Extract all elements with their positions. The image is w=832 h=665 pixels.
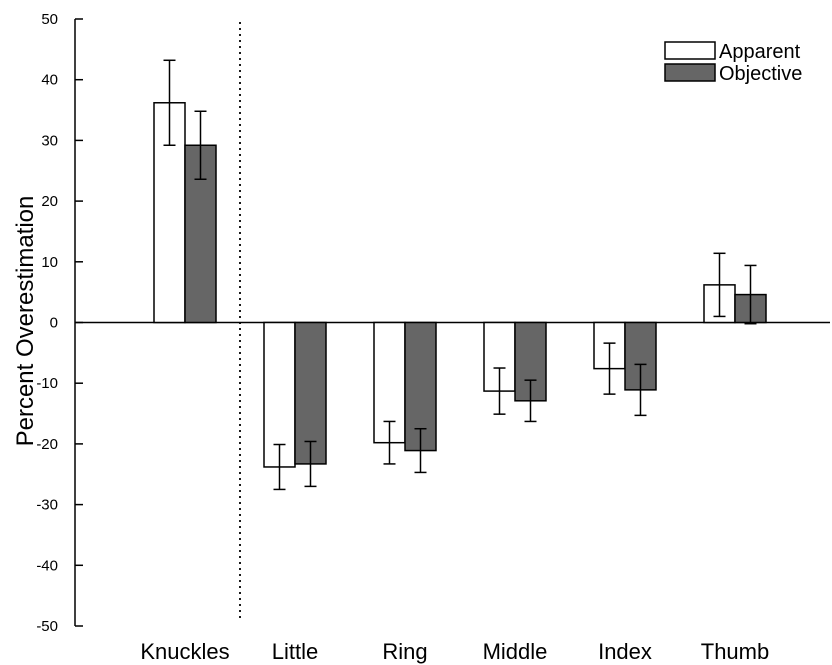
y-tick-label: 30: [41, 132, 58, 149]
y-tick-label: -50: [36, 618, 58, 635]
category-labels: Knuckles Little Ring Middle Index Thumb: [140, 639, 769, 664]
category-label-knuckles: Knuckles: [140, 639, 229, 664]
legend: Apparent Objective: [664, 41, 802, 85]
y-tick-label: -40: [36, 557, 58, 574]
y-ticks: 50 40 30 20 10 0 -10 -20 -30 -40 -50: [36, 11, 83, 635]
y-tick-label: 10: [41, 254, 58, 271]
category-label-middle: Middle: [483, 639, 548, 664]
y-tick-label: -10: [36, 375, 58, 392]
legend-swatch-apparent: [664, 41, 716, 60]
error-bars: [163, 59, 757, 491]
legend-label-objective: Objective: [719, 63, 802, 85]
y-axis-label: Percent Overestimation: [12, 196, 39, 447]
y-tick-label: 40: [41, 72, 58, 89]
y-tick-label: -30: [36, 497, 58, 514]
legend-swatch-objective: [664, 63, 716, 82]
category-label-index: Index: [598, 639, 652, 664]
y-tick-label: 50: [41, 11, 58, 28]
y-tick-label: 20: [41, 193, 58, 210]
category-label-thumb: Thumb: [701, 639, 769, 664]
category-label-ring: Ring: [382, 639, 427, 664]
y-tick-label: 0: [50, 315, 58, 332]
y-tick-label: -20: [36, 436, 58, 453]
bars: [153, 102, 767, 468]
category-label-little: Little: [272, 639, 318, 664]
legend-label-apparent: Apparent: [719, 41, 801, 63]
